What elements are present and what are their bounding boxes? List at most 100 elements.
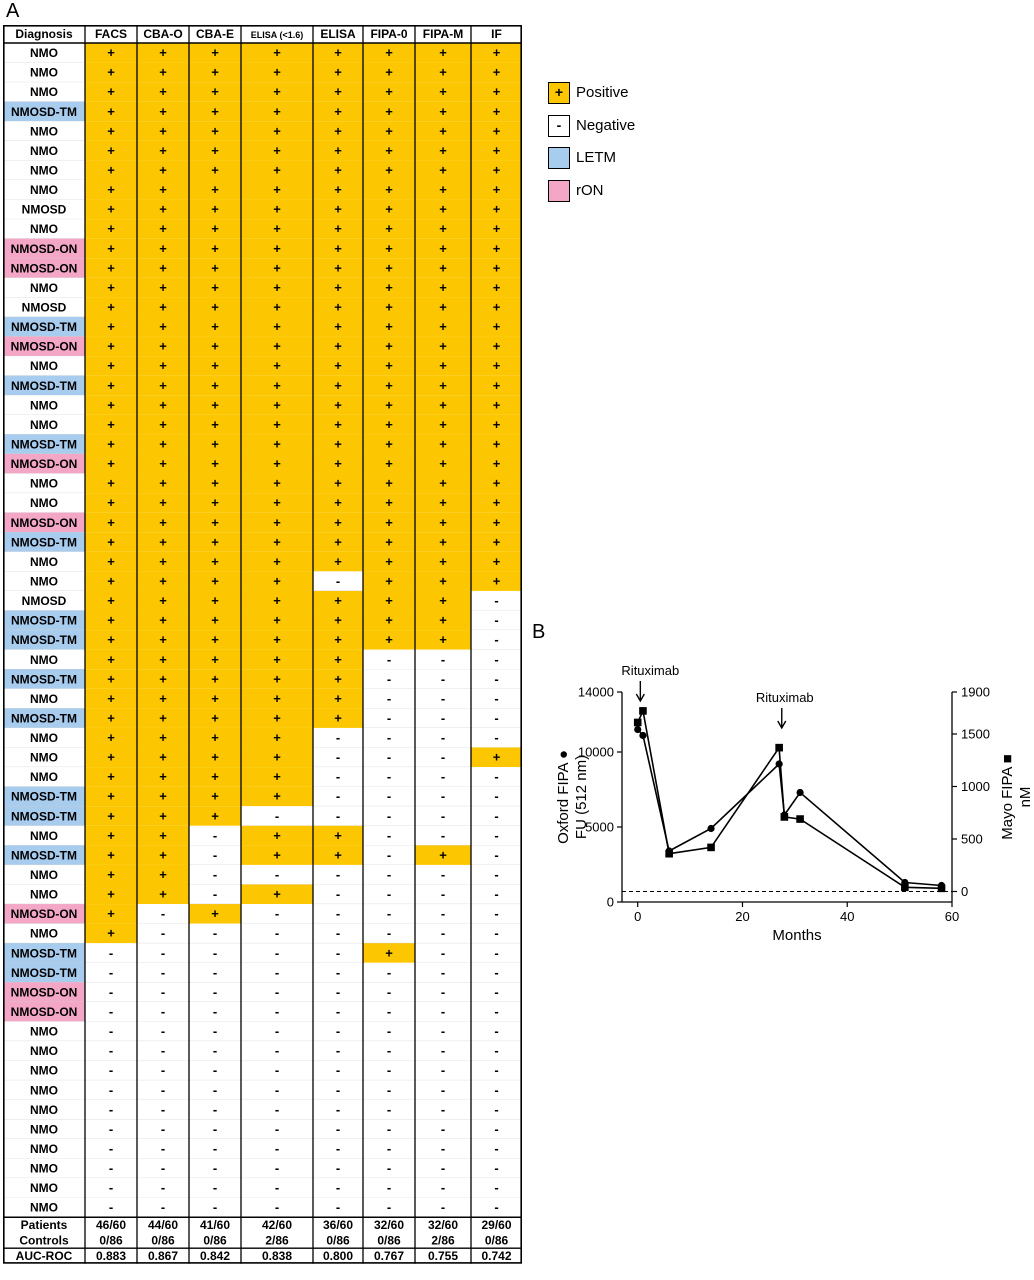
result-symbol: + — [107, 143, 115, 158]
negative-cell — [471, 1099, 522, 1120]
result-symbol: - — [494, 847, 498, 862]
negative-cell — [189, 1138, 241, 1159]
result-symbol: + — [211, 476, 219, 491]
summary-value: 0/86 — [99, 1234, 123, 1248]
result-symbol: + — [211, 515, 219, 530]
result-symbol: - — [441, 906, 445, 921]
table-header: FIPA-M — [423, 27, 463, 41]
result-symbol: + — [334, 632, 342, 647]
result-symbol: + — [493, 456, 501, 471]
positive-cell — [415, 434, 471, 454]
positive-cell — [363, 336, 415, 357]
result-symbol: - — [336, 887, 340, 902]
summary-value: 29/60 — [481, 1218, 511, 1232]
diagnosis-label: NMO — [30, 164, 58, 178]
table-border — [3, 25, 522, 1264]
positive-cell — [363, 179, 415, 200]
square-point — [901, 883, 909, 892]
negative-cell — [471, 649, 522, 670]
positive-cell — [241, 708, 313, 728]
negative-cell — [241, 1080, 313, 1100]
result-symbol: + — [493, 417, 501, 432]
negative-cell — [313, 943, 363, 963]
positive-cell — [415, 532, 471, 552]
result-symbol: + — [334, 260, 342, 275]
result-symbol: - — [275, 1102, 279, 1117]
result-symbol: + — [273, 554, 281, 569]
summary-value: 0.755 — [428, 1249, 458, 1263]
diagnosis-cell — [3, 1099, 85, 1120]
result-symbol: + — [107, 163, 115, 178]
negative-cell — [85, 1197, 137, 1218]
result-symbol: + — [385, 280, 393, 295]
negative-cell — [415, 884, 471, 905]
diagnosis-cell — [3, 395, 85, 415]
result-symbol: + — [107, 104, 115, 119]
positive-cell — [313, 512, 363, 533]
diagnosis-label: NMO — [30, 183, 58, 197]
negative-cell — [85, 1060, 137, 1081]
negative-cell — [313, 1138, 363, 1159]
legend-label: LETM — [576, 149, 617, 166]
negative-cell — [471, 1158, 522, 1179]
positive-cell — [137, 845, 189, 865]
result-symbol: + — [159, 847, 167, 862]
result-symbol: + — [334, 436, 342, 451]
negative-cell — [415, 1158, 471, 1179]
result-symbol: + — [439, 202, 447, 217]
summary-value: 0/86 — [485, 1234, 509, 1248]
result-symbol: + — [211, 299, 219, 314]
positive-cell — [189, 610, 241, 631]
result-symbol: + — [385, 299, 393, 314]
positive-cell — [415, 316, 471, 337]
positive-cell — [189, 277, 241, 298]
positive-cell — [137, 571, 189, 591]
result-symbol: + — [107, 808, 115, 823]
result-symbol: - — [275, 926, 279, 941]
negative-cell — [363, 884, 415, 905]
positive-cell — [189, 179, 241, 200]
result-symbol: + — [211, 750, 219, 765]
result-symbol: - — [213, 1063, 217, 1078]
result-symbol: - — [387, 847, 391, 862]
negative-cell — [363, 904, 415, 924]
summary-value: 0.842 — [200, 1249, 230, 1263]
positive-cell — [313, 199, 363, 220]
negative-cell — [363, 1041, 415, 1061]
result-symbol: - — [441, 1180, 445, 1195]
negative-cell — [363, 747, 415, 768]
result-symbol: + — [107, 241, 115, 256]
result-symbol: - — [494, 710, 498, 725]
diagnosis-label: NMO — [30, 496, 58, 510]
square-point — [665, 849, 673, 858]
positive-cell — [471, 414, 522, 435]
result-symbol: - — [161, 926, 165, 941]
result-symbol: - — [494, 671, 498, 686]
summary-value: 46/60 — [96, 1218, 126, 1232]
result-symbol: + — [107, 887, 115, 902]
positive-cell — [189, 101, 241, 122]
negative-cell — [415, 708, 471, 728]
positive-cell — [313, 395, 363, 415]
result-symbol: - — [336, 573, 340, 588]
positive-cell — [189, 82, 241, 102]
negative-cell — [363, 1001, 415, 1022]
result-symbol: + — [334, 241, 342, 256]
negative-cell — [363, 1178, 415, 1198]
diagnosis-cell — [3, 551, 85, 572]
result-symbol: + — [334, 221, 342, 236]
positive-cell — [241, 825, 313, 846]
result-symbol: + — [439, 554, 447, 569]
diagnosis-cell — [3, 727, 85, 748]
negative-cell — [85, 1099, 137, 1120]
negative-cell — [363, 669, 415, 689]
result-symbol: - — [161, 984, 165, 999]
positive-cell — [137, 727, 189, 748]
negative-cell — [189, 1178, 241, 1198]
negative-cell — [471, 923, 522, 944]
positive-cell — [137, 590, 189, 611]
result-symbol: - — [213, 945, 217, 960]
positive-cell — [415, 277, 471, 298]
result-symbol: + — [493, 554, 501, 569]
summary-value: 32/60 — [374, 1218, 404, 1232]
